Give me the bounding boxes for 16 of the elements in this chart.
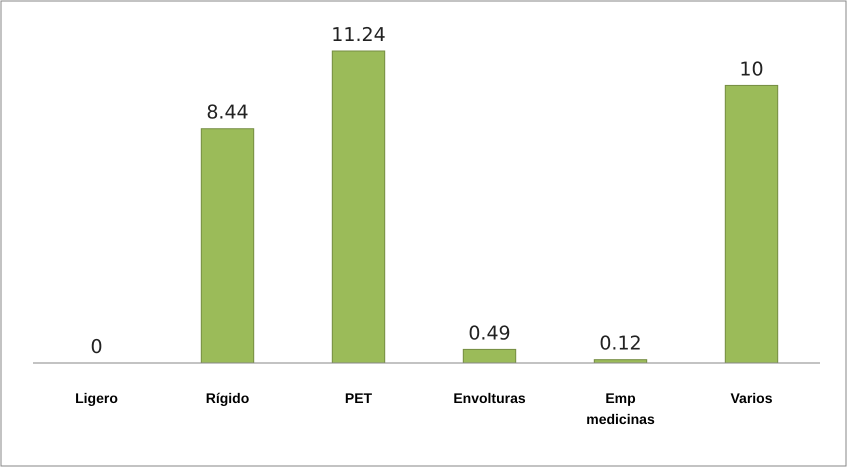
x-tick-label: Emp medicinas: [586, 390, 655, 427]
x-tick-label: Envolturas: [453, 390, 526, 406]
bar: [200, 128, 254, 364]
data-label: 0.49: [468, 322, 511, 344]
data-label: 0.12: [599, 332, 642, 355]
data-label: 8.44: [206, 102, 249, 124]
data-label: 0: [90, 336, 103, 358]
x-tick-label: PET: [344, 390, 373, 406]
x-tick-label: Rígido: [206, 390, 250, 406]
x-tick-label: Varios: [730, 390, 773, 406]
data-label: 11.24: [331, 24, 386, 46]
data-label: 10: [739, 58, 764, 80]
bar: [724, 84, 778, 364]
x-tick-label: Ligero: [75, 390, 118, 406]
bar: [332, 50, 386, 364]
bar: [462, 348, 516, 364]
